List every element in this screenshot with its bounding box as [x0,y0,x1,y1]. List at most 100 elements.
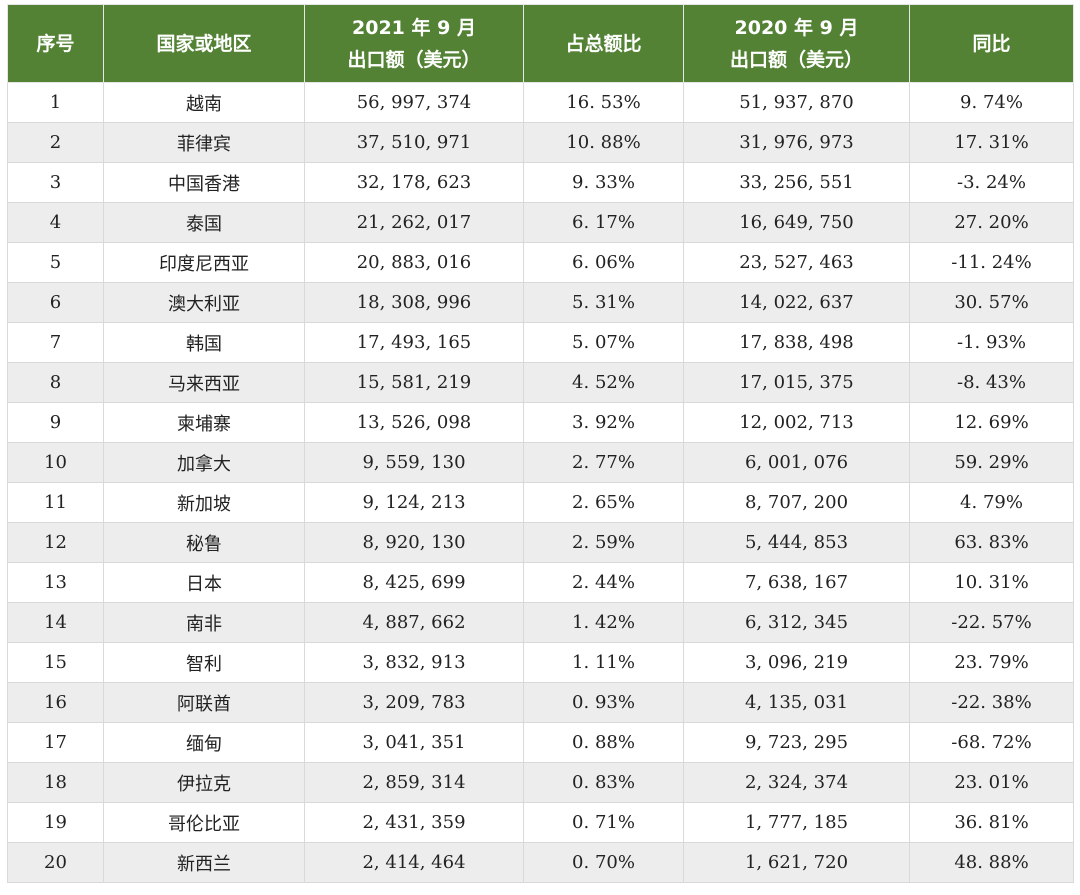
cell-country: 印度尼西亚 [103,242,305,283]
cell-yoy: 59. 29% [909,442,1074,483]
cell-country: 缅甸 [103,722,305,763]
cell-country: 伊拉克 [103,762,305,803]
cell-share: 2. 65% [523,482,684,523]
cell-share: 16. 53% [523,82,684,123]
cell-country: 柬埔寨 [103,402,305,443]
cell-country: 新加坡 [103,482,305,523]
cell-index: 18 [7,762,104,803]
cell-export-2021: 2, 431, 359 [304,802,524,843]
table-row: 12 秘鲁 8, 920, 130 2. 59% 5, 444, 853 63. 83% [7,522,1074,563]
cell-share: 1. 42% [523,602,684,643]
cell-export-2020: 23, 527, 463 [683,242,910,283]
cell-share: 2. 59% [523,522,684,563]
cell-export-2020: 4, 135, 031 [683,682,910,723]
table-row: 5 印度尼西亚 20, 883, 016 6. 06% 23, 527, 463 -11.… [7,242,1074,283]
cell-index: 9 [7,402,104,443]
header-row: 序号 国家或地区 2021 年 9 月出口额（美元） 占总额比 2020 年 9… [7,4,1074,83]
cell-index: 10 [7,442,104,483]
cell-export-2020: 33, 256, 551 [683,162,910,203]
table-row: 8 马来西亚 15, 581, 219 4. 52% 17, 015, 375 -8. 4… [7,362,1074,403]
cell-export-2021: 9, 124, 213 [304,482,524,523]
cell-country: 日本 [103,562,305,603]
cell-share: 6. 06% [523,242,684,283]
cell-export-2020: 17, 838, 498 [683,322,910,363]
cell-country: 韩国 [103,322,305,363]
cell-yoy: -68. 72% [909,722,1074,763]
cell-index: 5 [7,242,104,283]
cell-yoy: -22. 38% [909,682,1074,723]
table-row: 16 阿联酋 3, 209, 783 0. 93% 4, 135, 031 -22. 38… [7,682,1074,723]
cell-index: 7 [7,322,104,363]
cell-country: 泰国 [103,202,305,243]
header-export-2020: 2020 年 9 月出口额（美元） [683,4,910,83]
cell-export-2021: 2, 859, 314 [304,762,524,803]
cell-export-2021: 20, 883, 016 [304,242,524,283]
table-row: 6 澳大利亚 18, 308, 996 5. 31% 14, 022, 637 30. 5… [7,282,1074,323]
cell-yoy: 12. 69% [909,402,1074,443]
cell-export-2020: 2, 324, 374 [683,762,910,803]
cell-share: 4. 52% [523,362,684,403]
table-row: 18 伊拉克 2, 859, 314 0. 83% 2, 324, 374 23. 01% [7,762,1074,803]
cell-export-2021: 3, 209, 783 [304,682,524,723]
cell-index: 12 [7,522,104,563]
cell-index: 20 [7,842,104,883]
cell-country: 加拿大 [103,442,305,483]
cell-yoy: 17. 31% [909,122,1074,163]
cell-export-2020: 7, 638, 167 [683,562,910,603]
table-row: 15 智利 3, 832, 913 1. 11% 3, 096, 219 23. 79% [7,642,1074,683]
cell-index: 14 [7,602,104,643]
cell-share: 1. 11% [523,642,684,683]
cell-index: 19 [7,802,104,843]
table-row: 20 新西兰 2, 414, 464 0. 70% 1, 621, 720 48. 88% [7,842,1074,883]
table-row: 9 柬埔寨 13, 526, 098 3. 92% 12, 002, 713 12. 69… [7,402,1074,443]
cell-country: 澳大利亚 [103,282,305,323]
cell-yoy: -1. 93% [909,322,1074,363]
cell-country: 秘鲁 [103,522,305,563]
cell-yoy: -8. 43% [909,362,1074,403]
cell-yoy: 10. 31% [909,562,1074,603]
cell-export-2020: 5, 444, 853 [683,522,910,563]
cell-export-2020: 12, 002, 713 [683,402,910,443]
cell-country: 马来西亚 [103,362,305,403]
cell-export-2020: 31, 976, 973 [683,122,910,163]
cell-yoy: 23. 79% [909,642,1074,683]
cell-export-2021: 21, 262, 017 [304,202,524,243]
cell-index: 4 [7,202,104,243]
cell-share: 5. 31% [523,282,684,323]
cell-index: 13 [7,562,104,603]
cell-index: 3 [7,162,104,203]
header-yoy: 同比 [909,4,1074,83]
table-row: 13 日本 8, 425, 699 2. 44% 7, 638, 167 10. 31% [7,562,1074,603]
cell-country: 越南 [103,82,305,123]
table-row: 4 泰国 21, 262, 017 6. 17% 16, 649, 750 27. 20% [7,202,1074,243]
cell-share: 0. 93% [523,682,684,723]
header-share: 占总额比 [523,4,684,83]
cell-export-2021: 13, 526, 098 [304,402,524,443]
cell-share: 0. 83% [523,762,684,803]
cell-export-2020: 1, 777, 185 [683,802,910,843]
cell-export-2021: 56, 997, 374 [304,82,524,123]
cell-index: 1 [7,82,104,123]
header-index: 序号 [7,4,104,83]
cell-export-2020: 51, 937, 870 [683,82,910,123]
cell-export-2021: 15, 581, 219 [304,362,524,403]
cell-yoy: -22. 57% [909,602,1074,643]
cell-export-2021: 17, 493, 165 [304,322,524,363]
cell-index: 2 [7,122,104,163]
cell-country: 南非 [103,602,305,643]
table-row: 19 哥伦比亚 2, 431, 359 0. 71% 1, 777, 185 36. 81… [7,802,1074,843]
table-row: 3 中国香港 32, 178, 623 9. 33% 33, 256, 551 -3. 2… [7,162,1074,203]
table-row: 17 缅甸 3, 041, 351 0. 88% 9, 723, 295 -68. 72% [7,722,1074,763]
cell-share: 9. 33% [523,162,684,203]
cell-export-2020: 14, 022, 637 [683,282,910,323]
cell-export-2021: 3, 041, 351 [304,722,524,763]
cell-export-2021: 3, 832, 913 [304,642,524,683]
cell-index: 11 [7,482,104,523]
cell-index: 8 [7,362,104,403]
cell-share: 0. 70% [523,842,684,883]
cell-export-2021: 2, 414, 464 [304,842,524,883]
cell-share: 0. 71% [523,802,684,843]
cell-country: 中国香港 [103,162,305,203]
cell-country: 菲律宾 [103,122,305,163]
cell-share: 5. 07% [523,322,684,363]
